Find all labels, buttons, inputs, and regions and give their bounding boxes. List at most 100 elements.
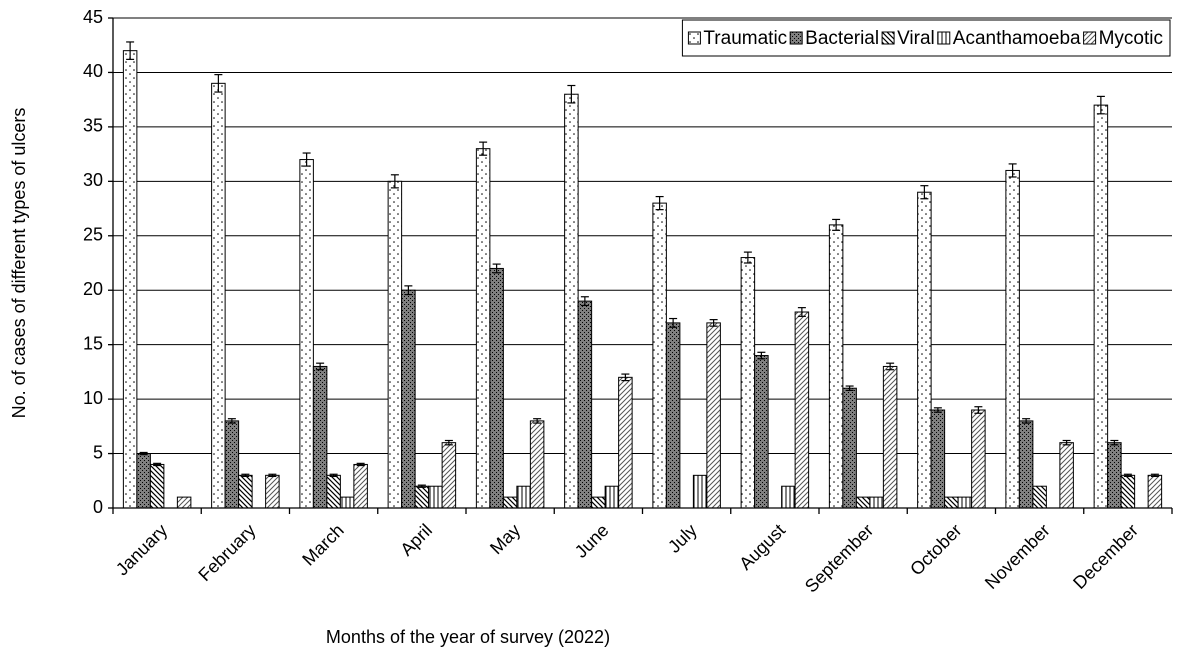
error-bar	[1008, 163, 1017, 178]
error-bar	[444, 439, 453, 446]
bar	[149, 463, 165, 509]
bar	[794, 311, 810, 509]
error-bar	[126, 41, 135, 60]
error-bar	[1150, 473, 1159, 478]
legend-swatch	[881, 31, 895, 45]
error-bar	[1110, 439, 1119, 446]
legend-label: Mycotic	[1099, 28, 1163, 49]
error-bar	[920, 185, 929, 200]
bar	[414, 485, 430, 509]
legend-swatch	[789, 31, 803, 45]
error-bar	[329, 473, 338, 478]
bar	[339, 496, 355, 509]
bar	[618, 376, 633, 509]
bar	[828, 224, 844, 509]
bar	[1032, 485, 1047, 509]
legend-swatch	[937, 31, 951, 45]
bar	[944, 496, 959, 509]
bar	[855, 496, 871, 509]
bar	[529, 420, 545, 509]
x-tick-label: October	[906, 520, 965, 579]
bar	[781, 485, 796, 509]
bar	[930, 409, 946, 509]
y-tick-label: 20	[83, 279, 103, 299]
x-tick-label: March	[298, 520, 348, 570]
y-tick-label: 35	[83, 116, 103, 136]
bar	[516, 485, 531, 509]
bar	[652, 202, 667, 509]
bar	[224, 420, 240, 509]
bar	[176, 496, 192, 509]
legend-label: Acanthamoeba	[953, 28, 1081, 49]
x-tick-label: August	[735, 520, 789, 574]
error-bar	[390, 174, 399, 189]
bar	[428, 485, 443, 509]
error-bar	[655, 195, 664, 211]
bar	[401, 289, 416, 509]
bar	[957, 496, 973, 509]
error-bar	[845, 385, 854, 391]
bar	[917, 191, 932, 509]
legend-swatch	[687, 31, 701, 45]
bar	[353, 463, 368, 509]
bar	[441, 442, 457, 509]
x-axis-label: Months of the year of survey (2022)	[326, 627, 610, 647]
y-tick-label: 40	[83, 61, 103, 81]
bar	[312, 365, 328, 509]
error-bar	[417, 484, 426, 488]
error-bar	[227, 418, 236, 424]
bar	[502, 496, 518, 509]
legend: Traumatic Bacterial Viral Acanthamoeba Mycot…	[681, 19, 1171, 57]
bar	[842, 387, 857, 509]
error-bar	[580, 296, 589, 307]
bar	[665, 322, 681, 509]
bar	[692, 474, 708, 509]
bar	[869, 496, 884, 509]
bar	[136, 453, 151, 509]
error-bar	[797, 307, 806, 317]
error-bar	[974, 406, 983, 414]
bar	[489, 267, 504, 509]
y-axis-label: No. of cases of different types of ulcer…	[9, 108, 29, 419]
error-bar	[743, 251, 752, 264]
error-bar	[709, 319, 718, 327]
bar	[122, 50, 138, 509]
error-bar	[567, 84, 576, 104]
bar	[1093, 104, 1109, 509]
error-bar	[757, 351, 766, 360]
error-bar	[153, 462, 162, 467]
error-bar	[1096, 95, 1105, 115]
bar	[211, 82, 226, 509]
x-tick-label: April	[396, 520, 436, 560]
bar	[604, 485, 620, 509]
x-tick-label: May	[486, 520, 524, 558]
bar	[740, 257, 756, 509]
bar	[1107, 442, 1122, 509]
bar	[1059, 442, 1074, 509]
error-bar	[479, 141, 488, 156]
bar	[1147, 474, 1163, 509]
x-tick-label: September	[801, 520, 877, 596]
bar	[1005, 169, 1020, 509]
y-tick-label: 45	[83, 7, 103, 27]
x-tick-label: July	[664, 520, 701, 557]
y-tick-label: 15	[83, 333, 103, 353]
bar	[326, 474, 341, 509]
x-tick-label: December	[1069, 520, 1142, 593]
error-bar	[356, 462, 365, 467]
x-tick-label: February	[194, 520, 259, 585]
error-bar	[669, 317, 678, 328]
y-tick-label: 25	[83, 225, 103, 245]
bar	[1120, 474, 1136, 509]
legend-label: Bacterial	[805, 28, 879, 49]
error-bar	[832, 218, 841, 231]
legend-label: Viral	[897, 28, 935, 49]
bar	[754, 355, 769, 509]
x-tick-label: June	[571, 520, 613, 562]
bar	[1018, 420, 1034, 509]
error-bar	[933, 407, 942, 413]
bar	[564, 93, 579, 509]
bar	[591, 496, 606, 509]
x-tick-label: January	[112, 520, 171, 579]
